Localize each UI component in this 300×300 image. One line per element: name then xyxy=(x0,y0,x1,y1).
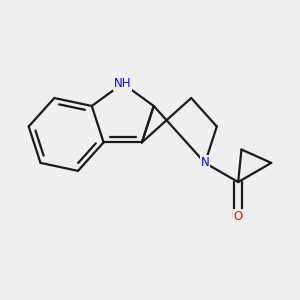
Text: N: N xyxy=(201,156,209,170)
Text: O: O xyxy=(233,210,243,223)
Text: NH: NH xyxy=(114,77,131,90)
